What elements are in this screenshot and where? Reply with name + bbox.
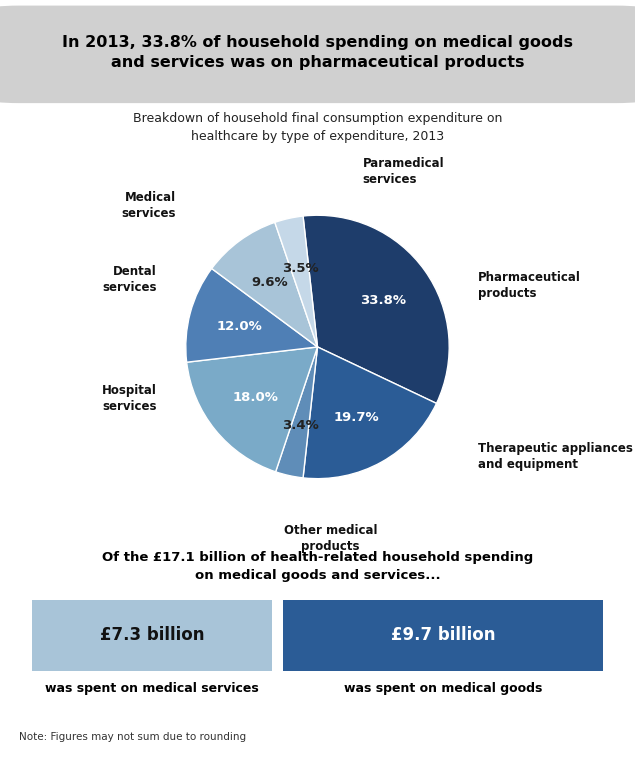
Wedge shape (303, 215, 449, 403)
Text: In 2013, 33.8% of household spending on medical goods
and services was on pharma: In 2013, 33.8% of household spending on … (62, 35, 573, 70)
FancyBboxPatch shape (0, 5, 635, 103)
Text: Other medical
products: Other medical products (284, 524, 377, 553)
Text: 19.7%: 19.7% (334, 411, 380, 423)
Text: Note: Figures may not sum due to rounding: Note: Figures may not sum due to roundin… (19, 732, 246, 742)
Text: 33.8%: 33.8% (360, 294, 406, 307)
Text: Medical
services: Medical services (122, 191, 176, 220)
Text: Of the £17.1 billion of health-related household spending
on medical goods and s: Of the £17.1 billion of health-related h… (102, 551, 533, 583)
Text: Hospital
services: Hospital services (102, 384, 157, 412)
Wedge shape (211, 222, 318, 347)
FancyBboxPatch shape (283, 600, 603, 671)
Wedge shape (303, 347, 436, 479)
Text: 18.0%: 18.0% (232, 391, 278, 404)
Wedge shape (186, 268, 318, 362)
Text: £7.3 billion: £7.3 billion (100, 626, 204, 645)
Wedge shape (276, 347, 318, 478)
Text: Pharmaceutical
products: Pharmaceutical products (478, 271, 581, 301)
Text: was spent on medical goods: was spent on medical goods (344, 682, 542, 695)
Text: Breakdown of household final consumption expenditure on
healthcare by type of ex: Breakdown of household final consumption… (133, 113, 502, 143)
Text: was spent on medical services: was spent on medical services (45, 682, 258, 695)
Text: 3.4%: 3.4% (282, 419, 319, 432)
Text: Dental
services: Dental services (102, 265, 157, 294)
Text: £9.7 billion: £9.7 billion (391, 626, 495, 645)
Text: 3.5%: 3.5% (282, 262, 318, 275)
Wedge shape (187, 347, 318, 472)
Text: 9.6%: 9.6% (251, 275, 288, 288)
Text: Therapeutic appliances
and equipment: Therapeutic appliances and equipment (478, 442, 633, 470)
Text: Paramedical
services: Paramedical services (363, 157, 444, 187)
Wedge shape (275, 216, 318, 347)
FancyBboxPatch shape (32, 600, 272, 671)
Text: 12.0%: 12.0% (217, 320, 263, 333)
